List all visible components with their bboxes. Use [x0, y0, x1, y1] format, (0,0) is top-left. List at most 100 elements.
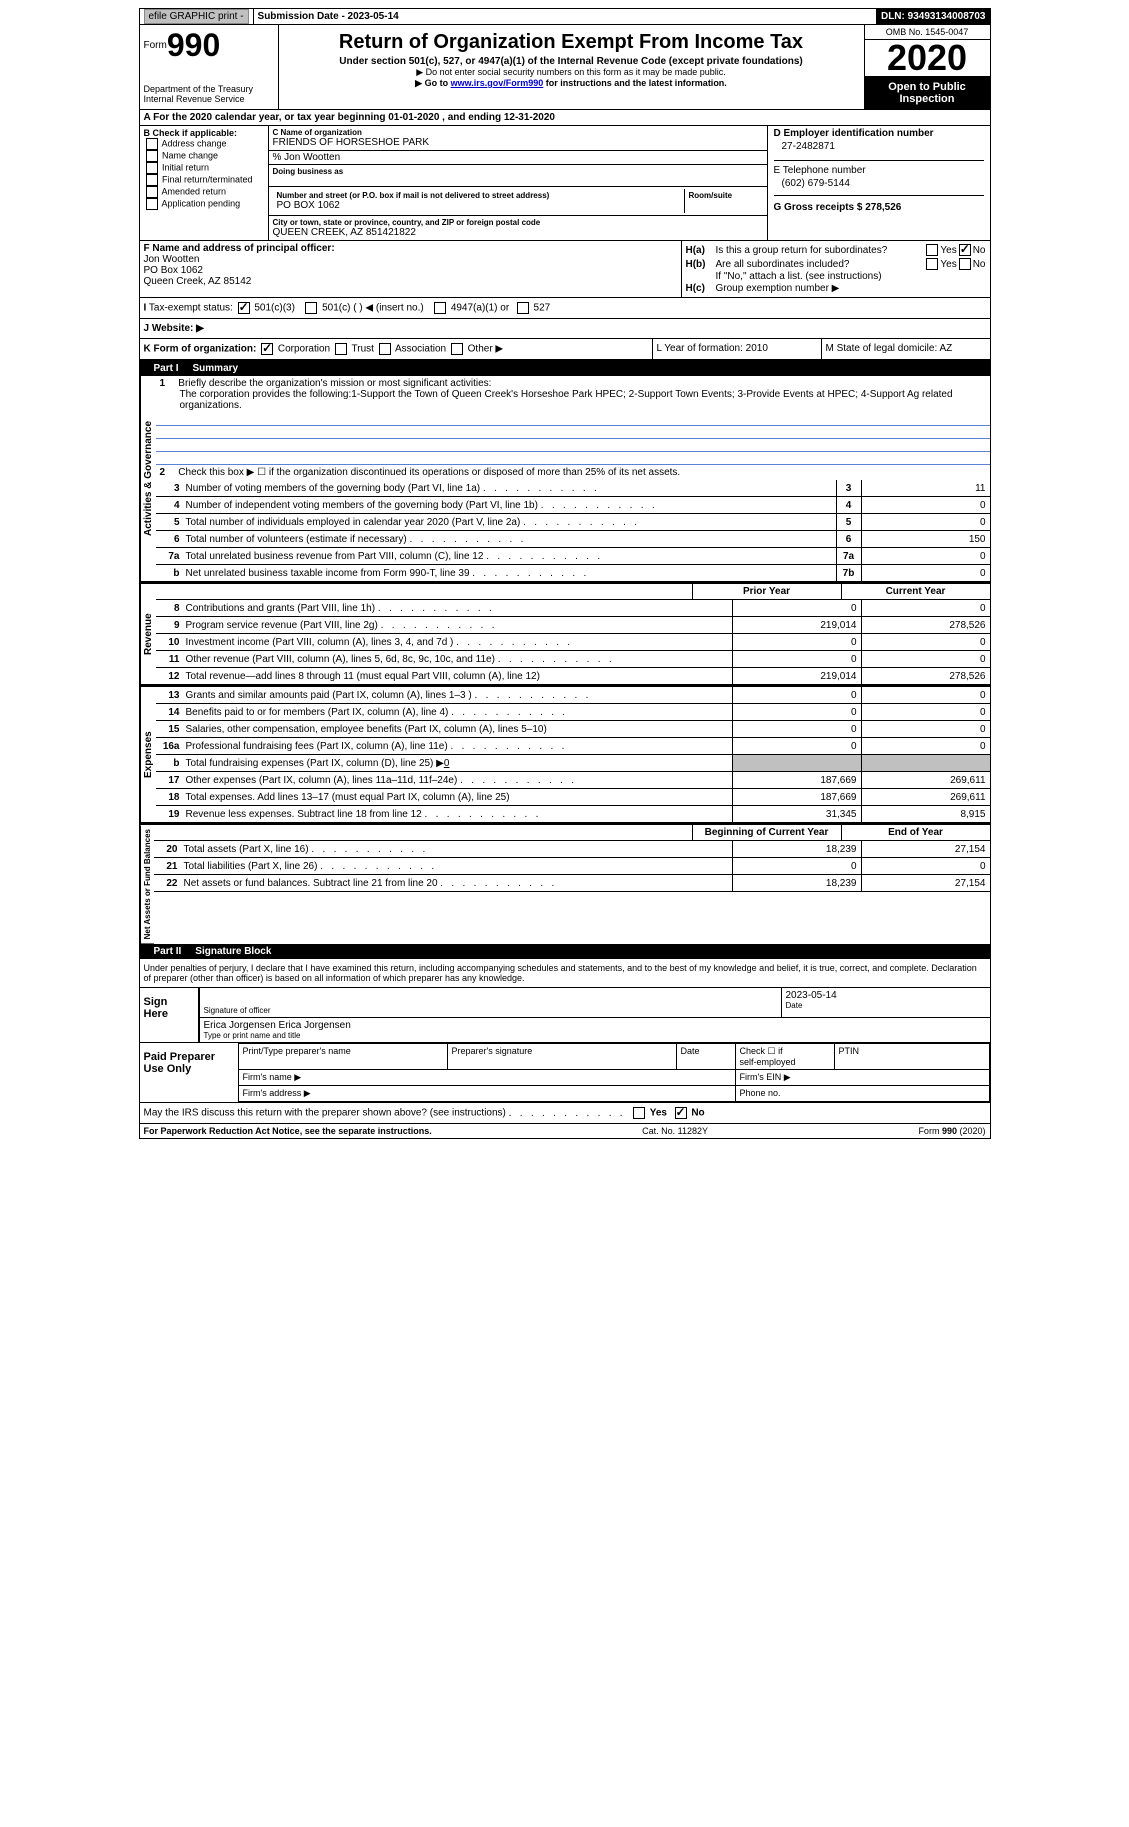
efile-cell: efile GRAPHIC print -	[140, 9, 254, 24]
hb-no[interactable]	[959, 258, 971, 270]
cb-assoc[interactable]	[379, 343, 391, 355]
col-prior: Prior Year	[692, 584, 841, 599]
prep-ptin-label[interactable]: PTIN	[834, 1044, 989, 1070]
cb-527[interactable]	[517, 302, 529, 314]
tax-year: 2020	[865, 40, 990, 77]
v4: 0	[861, 497, 990, 513]
org-name-label: C Name of organization	[273, 128, 763, 137]
section-g: G Gross receipts $ 278,526	[774, 202, 984, 213]
row-i: I Tax-exempt status: 501(c)(3) 501(c) ( …	[140, 298, 990, 319]
sign-here-row: Sign Here Signature of officer 2023-05-1…	[140, 987, 990, 1042]
cb-501c[interactable]	[305, 302, 317, 314]
l22: Net assets or fund balances. Subtract li…	[180, 877, 732, 890]
l5: Total number of individuals employed in …	[182, 516, 836, 529]
part2-header: Part II Signature Block	[140, 944, 990, 959]
l8: Contributions and grants (Part VIII, lin…	[182, 602, 732, 615]
hb-yes[interactable]	[926, 258, 938, 270]
addr-row: Number and street (or P.O. box if mail i…	[269, 187, 767, 216]
ein-value: 27-2482871	[774, 139, 984, 154]
mission-line	[156, 426, 990, 439]
goto-prefix: ▶ Go to	[415, 78, 450, 88]
footer-right: Form 990 (2020)	[918, 1126, 985, 1136]
sig-name-label: Type or print name and title	[204, 1031, 986, 1040]
row-i-label: I	[144, 303, 147, 314]
cb-corp[interactable]	[261, 343, 273, 355]
goto-suffix: for instructions and the latest informat…	[543, 78, 727, 88]
dba-cell: Doing business as	[269, 165, 767, 187]
discuss-yes[interactable]	[633, 1107, 645, 1119]
firm-addr[interactable]: Firm's address ▶	[238, 1086, 735, 1102]
hb-label: H(b)	[686, 259, 716, 270]
cb-501c3[interactable]	[238, 302, 250, 314]
sig-officer-cell[interactable]: Signature of officer	[200, 988, 781, 1018]
prep-selfemp[interactable]: Check ☐ ifself-employed	[735, 1044, 834, 1070]
prep-date-label[interactable]: Date	[676, 1044, 735, 1070]
org-name-cell: C Name of organization FRIENDS OF HORSES…	[269, 126, 767, 151]
l20: Total assets (Part X, line 16)	[180, 843, 732, 856]
hc-label: H(c)	[686, 283, 716, 294]
prep-sig-label[interactable]: Preparer's signature	[447, 1044, 676, 1070]
firm-ein[interactable]: Firm's EIN ▶	[735, 1070, 989, 1086]
care-of: % Jon Wootten	[269, 151, 767, 165]
firm-phone[interactable]: Phone no.	[735, 1086, 989, 1102]
l7a: Total unrelated business revenue from Pa…	[182, 550, 836, 563]
sig-date-cell: 2023-05-14 Date	[781, 988, 990, 1018]
city-label: City or town, state or province, country…	[273, 218, 763, 227]
firm-name[interactable]: Firm's name ▶	[238, 1070, 735, 1086]
submission-date: Submission Date - 2023-05-14	[254, 9, 877, 24]
efile-print-button[interactable]: efile GRAPHIC print -	[144, 9, 249, 24]
sig-officer-label: Signature of officer	[204, 1006, 777, 1015]
mission-line	[156, 413, 990, 426]
ha-label: H(a)	[686, 245, 716, 256]
row-j: J Website: ▶	[140, 319, 990, 339]
cb-trust[interactable]	[335, 343, 347, 355]
section-h: H(a) Is this a group return for subordin…	[682, 241, 990, 297]
section-e: E Telephone number (602) 679-5144	[774, 160, 984, 196]
ha-no[interactable]	[959, 244, 971, 256]
section-f: F Name and address of principal officer:…	[140, 241, 682, 297]
cb-amended[interactable]: Amended return	[144, 186, 264, 198]
row-j-label: J	[144, 323, 150, 334]
net-col-headers: Beginning of Current Year End of Year	[154, 825, 990, 841]
dba-label: Doing business as	[273, 167, 763, 176]
row-k: K Form of organization: Corporation Trus…	[140, 339, 653, 359]
prep-name-label[interactable]: Print/Type preparer's name	[238, 1044, 447, 1070]
cb-4947[interactable]	[434, 302, 446, 314]
gov-vlabel: Activities & Governance	[140, 376, 156, 582]
section-bcdeg: B Check if applicable: Address change Na…	[140, 126, 990, 241]
l11: Other revenue (Part VIII, column (A), li…	[182, 653, 732, 666]
l13: Grants and similar amounts paid (Part IX…	[182, 689, 732, 702]
preparer-row: Paid Preparer Use Only Print/Type prepar…	[140, 1042, 990, 1102]
addr-label: Number and street (or P.O. box if mail i…	[277, 191, 680, 200]
section-fh: F Name and address of principal officer:…	[140, 241, 990, 298]
v7b: 0	[861, 565, 990, 581]
v7a: 0	[861, 548, 990, 564]
net-section: Net Assets or Fund Balances Beginning of…	[140, 823, 990, 944]
cb-name[interactable]: Name change	[144, 150, 264, 162]
header-right: OMB No. 1545-0047 2020 Open to Public In…	[864, 25, 990, 109]
cb-address[interactable]: Address change	[144, 138, 264, 150]
org-name: FRIENDS OF HORSESHOE PARK	[273, 137, 763, 148]
l2-text: Check this box ▶ ☐ if the organization d…	[178, 467, 680, 478]
discuss-no[interactable]	[675, 1107, 687, 1119]
section-b: B Check if applicable: Address change Na…	[140, 126, 269, 240]
cb-other[interactable]	[451, 343, 463, 355]
net-vlabel: Net Assets or Fund Balances	[140, 825, 154, 944]
rev-col-headers: Prior Year Current Year	[156, 584, 990, 600]
cb-initial[interactable]: Initial return	[144, 162, 264, 174]
officer-label: F Name and address of principal officer:	[144, 243, 677, 254]
row-i-text: Tax-exempt status:	[149, 303, 233, 314]
cb-final[interactable]: Final return/terminated	[144, 174, 264, 186]
form-990-num: 990	[167, 27, 220, 63]
part1-num: Part I	[146, 363, 187, 374]
irs-link[interactable]: www.irs.gov/Form990	[451, 78, 544, 88]
rev-section: Revenue Prior Year Current Year 8Contrib…	[140, 582, 990, 685]
l15: Salaries, other compensation, employee b…	[182, 723, 732, 736]
ha-yes[interactable]	[926, 244, 938, 256]
cb-pending[interactable]: Application pending	[144, 198, 264, 210]
part2-num: Part II	[146, 946, 190, 957]
l14: Benefits paid to or for members (Part IX…	[182, 706, 732, 719]
row-klm: K Form of organization: Corporation Trus…	[140, 339, 990, 361]
phone-label: E Telephone number	[774, 165, 984, 176]
v5: 0	[861, 514, 990, 530]
